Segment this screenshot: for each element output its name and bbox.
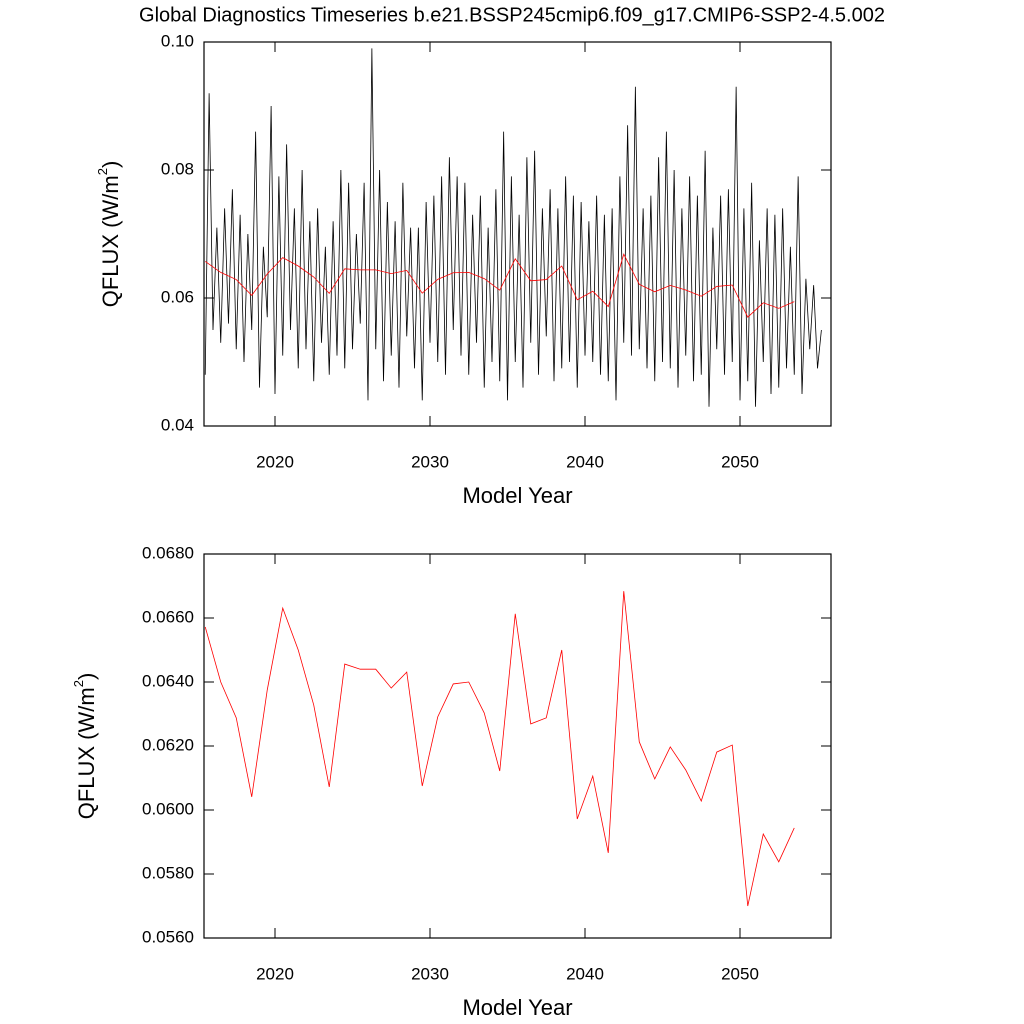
plot-frame xyxy=(203,41,832,427)
y-label-part: ) xyxy=(74,673,99,680)
data-line xyxy=(204,591,795,907)
y-tick-label: 0.08 xyxy=(161,159,194,178)
y-tick-label: 0.0680 xyxy=(142,543,194,562)
plot-frame xyxy=(203,553,832,939)
y-label-superscript: 2 xyxy=(71,680,86,687)
y-label-part: QFLUX (W/m xyxy=(98,175,123,307)
x-tick-label: 2030 xyxy=(411,452,449,471)
y-label-part: QFLUX (W/m xyxy=(74,687,99,819)
data-line xyxy=(205,253,795,318)
x-axis-label: Model Year xyxy=(462,483,572,508)
y-tick-label: 0.0640 xyxy=(142,671,194,690)
x-axis-label: Model Year xyxy=(462,995,572,1020)
y-tick-label: 0.0580 xyxy=(142,863,194,882)
y-tick-label: 0.06 xyxy=(161,287,194,306)
x-tick-label: 2030 xyxy=(411,964,449,983)
x-tick-label: 2040 xyxy=(566,964,604,983)
x-tick-label: 2040 xyxy=(566,452,604,471)
x-tick-label: 2050 xyxy=(721,964,759,983)
y-label-superscript: 2 xyxy=(95,168,110,175)
chart-title: Global Diagnostics Timeseries b.e21.BSSP… xyxy=(139,4,885,26)
y-tick-label: 0.04 xyxy=(161,415,194,434)
data-line xyxy=(204,48,822,407)
y-axis-label: QFLUX (W/m2) xyxy=(95,161,122,308)
y-tick-label: 0.0620 xyxy=(142,735,194,754)
y-tick-label: 0.0600 xyxy=(142,799,194,818)
x-tick-label: 2020 xyxy=(256,452,294,471)
y-label-part: ) xyxy=(98,161,123,168)
y-axis-label: QFLUX (W/m2) xyxy=(71,673,98,820)
x-tick-label: 2050 xyxy=(721,452,759,471)
y-tick-label: 0.0660 xyxy=(142,607,194,626)
y-tick-label: 0.10 xyxy=(161,31,194,50)
y-tick-label: 0.0560 xyxy=(142,927,194,946)
x-tick-label: 2020 xyxy=(256,964,294,983)
